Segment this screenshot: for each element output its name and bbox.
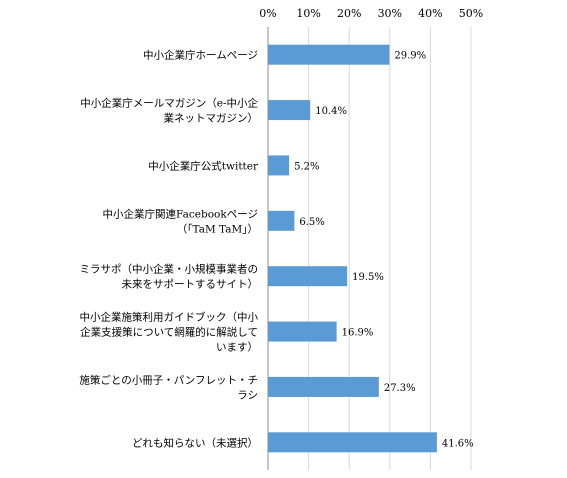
x-tick-label: 40%: [418, 7, 442, 20]
data-label: 19.5%: [352, 272, 384, 283]
bar: [268, 155, 290, 176]
bar: [268, 432, 437, 453]
category-label: 中小企業庁メールマガジン（e-中小企: [80, 97, 258, 110]
category-label: ラシ: [237, 389, 258, 401]
category-label: います）: [216, 342, 258, 354]
x-tick-label: 0%: [259, 7, 276, 20]
category-label: 中小企業庁関連Facebookページ: [103, 207, 258, 220]
data-label: 16.9%: [342, 328, 374, 339]
bar: [268, 210, 295, 231]
bar: [268, 100, 311, 121]
bar: [268, 376, 379, 397]
data-label: 29.9%: [394, 51, 426, 62]
data-label: 27.3%: [384, 383, 416, 394]
bar: [268, 321, 337, 342]
data-label: 10.4%: [315, 106, 347, 117]
category-label: 中小企業施策利用ガイドブック（中小: [80, 311, 259, 324]
category-label: ミラサポ（中小企業・小規模事業者の: [80, 263, 259, 276]
bar: [268, 44, 390, 65]
category-label: 企業支援策について網羅的に解説して: [80, 326, 258, 339]
data-label: 6.5%: [299, 217, 324, 228]
x-tick-label: 30%: [378, 7, 402, 20]
x-tick-label: 10%: [296, 7, 320, 20]
category-label: 未来をサポートするサイト）: [122, 279, 259, 291]
category-label: どれも知らない（未選択）: [132, 436, 258, 449]
data-label: 5.2%: [294, 161, 319, 172]
bar: [268, 266, 348, 287]
category-label: 施策ごとの小冊子・パンフレット・チ: [79, 373, 258, 386]
category-label: 業ネットマガジン）: [164, 112, 259, 125]
category-label: 中小企業庁ホームページ: [143, 49, 258, 62]
category-label: 中小企業庁公式twitter: [148, 159, 259, 172]
x-tick-label: 50%: [459, 7, 483, 20]
x-tick-label: 20%: [337, 7, 361, 20]
category-label: （「TaM TaM」）: [177, 223, 258, 235]
data-label: 41.6%: [442, 438, 474, 449]
